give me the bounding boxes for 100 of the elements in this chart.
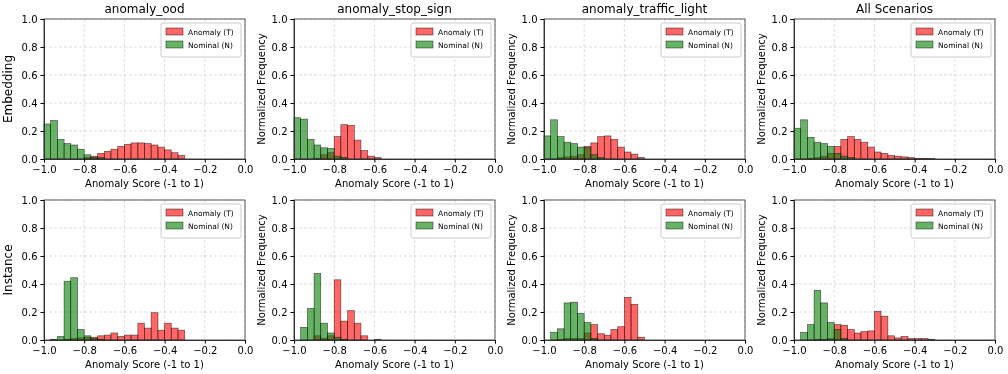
x-tick-label: 0.0 xyxy=(237,344,254,356)
x-tick-label: −0.6 xyxy=(112,344,138,356)
x-tick-label: −0.6 xyxy=(612,344,638,356)
y-tick-label: 0.2 xyxy=(21,125,38,137)
y-tick-label: 0.2 xyxy=(771,306,788,318)
x-tick-label: −1.0 xyxy=(532,344,557,356)
x-tick-label: 0.0 xyxy=(487,163,504,175)
y-tick-label: 0.0 xyxy=(771,334,788,346)
x-tick-label: −0.4 xyxy=(402,163,428,175)
x-tick-label: −0.8 xyxy=(822,344,847,356)
x-tick-label: −0.2 xyxy=(443,344,468,356)
y-tick-label: 1.0 xyxy=(271,13,288,25)
y-tick-label: 0.6 xyxy=(271,69,288,81)
y-axis-title: Normalized Frequency xyxy=(256,214,267,326)
y-tick-label: 0.6 xyxy=(21,69,38,81)
y-axis-title: Embedding xyxy=(1,54,15,124)
x-tick-label: 0.0 xyxy=(737,163,754,175)
y-tick-label: 0.6 xyxy=(521,69,538,81)
y-tick-label: 0.0 xyxy=(521,334,538,346)
x-tick-label: −1.0 xyxy=(32,163,57,175)
x-tick-label: 0.0 xyxy=(987,163,1004,175)
x-axis-title: Anomaly Score (-1 to 1) xyxy=(335,178,454,189)
y-tick-label: 0.0 xyxy=(271,153,288,165)
y-tick-label: 0.4 xyxy=(271,97,288,109)
y-tick-label: 0.6 xyxy=(521,250,538,262)
y-tick-label: 0.8 xyxy=(771,41,788,53)
y-axis-title: Normalized Frequency xyxy=(756,214,767,326)
x-tick-label: 0.0 xyxy=(237,163,254,175)
y-tick-label: 0.2 xyxy=(521,306,538,318)
y-tick-label: 0.0 xyxy=(521,153,538,165)
x-axis-title: Anomaly Score (-1 to 1) xyxy=(85,178,204,189)
y-tick-label: 0.8 xyxy=(21,41,38,53)
x-axis-title: Anomaly Score (-1 to 1) xyxy=(335,359,454,370)
y-tick-label: 0.8 xyxy=(271,222,288,234)
x-tick-label: −0.4 xyxy=(652,163,678,175)
x-tick-label: −1.0 xyxy=(782,163,807,175)
y-tick-label: 0.4 xyxy=(771,97,788,109)
x-tick-label: 0.0 xyxy=(737,344,754,356)
x-tick-label: −0.4 xyxy=(402,344,428,356)
x-tick-label: −1.0 xyxy=(282,163,307,175)
x-tick-label: −0.8 xyxy=(572,163,597,175)
x-tick-label: −1.0 xyxy=(782,344,807,356)
x-axis-title: Anomaly Score (-1 to 1) xyxy=(85,359,204,370)
y-tick-label: 1.0 xyxy=(521,13,538,25)
x-tick-label: −0.8 xyxy=(572,344,597,356)
y-tick-label: 0.6 xyxy=(771,250,788,262)
x-axis-title: Anomaly Score (-1 to 1) xyxy=(585,359,704,370)
y-tick-label: 1.0 xyxy=(771,194,788,206)
x-tick-label: −0.2 xyxy=(193,344,218,356)
y-axis-title: Instance xyxy=(1,244,15,296)
x-tick-label: −0.6 xyxy=(862,163,888,175)
y-tick-label: 1.0 xyxy=(271,194,288,206)
y-tick-label: 0.6 xyxy=(271,250,288,262)
x-tick-label: −0.8 xyxy=(72,163,97,175)
x-tick-label: −0.2 xyxy=(943,163,968,175)
y-tick-label: 0.4 xyxy=(521,97,538,109)
x-axis-title: Anomaly Score (-1 to 1) xyxy=(835,178,954,189)
y-tick-label: 0.6 xyxy=(21,250,38,262)
x-tick-label: −0.8 xyxy=(822,163,847,175)
x-axis-title: Anomaly Score (-1 to 1) xyxy=(585,178,704,189)
y-tick-label: 0.2 xyxy=(771,125,788,137)
y-tick-label: 0.0 xyxy=(21,334,38,346)
x-tick-label: −0.8 xyxy=(72,344,97,356)
y-tick-label: 0.4 xyxy=(21,97,38,109)
x-tick-label: −0.2 xyxy=(693,163,718,175)
chart-title: All Scenarios xyxy=(855,2,934,16)
y-tick-label: 0.2 xyxy=(271,125,288,137)
y-tick-label: 0.4 xyxy=(21,278,38,290)
x-axis-title: Anomaly Score (-1 to 1) xyxy=(835,359,954,370)
y-tick-label: 0.4 xyxy=(271,278,288,290)
y-tick-label: 0.8 xyxy=(271,41,288,53)
y-tick-label: 0.4 xyxy=(521,278,538,290)
chart-title: anomaly_traffic_light xyxy=(581,2,708,16)
x-tick-label: −0.4 xyxy=(152,344,178,356)
y-tick-label: 1.0 xyxy=(21,13,38,25)
x-tick-label: 0.0 xyxy=(987,344,1004,356)
x-tick-label: −0.8 xyxy=(322,163,347,175)
y-axis-title: Normalized Frequency xyxy=(256,33,267,145)
x-tick-label: 0.0 xyxy=(487,344,504,356)
x-tick-label: −0.2 xyxy=(443,163,468,175)
x-tick-label: −0.4 xyxy=(152,163,178,175)
y-tick-label: 0.8 xyxy=(771,222,788,234)
y-tick-label: 0.2 xyxy=(521,125,538,137)
x-tick-label: −1.0 xyxy=(32,344,57,356)
y-tick-label: 0.2 xyxy=(271,306,288,318)
x-tick-label: −0.4 xyxy=(902,344,928,356)
chart-title: anomaly_stop_sign xyxy=(337,2,452,16)
x-tick-label: −0.4 xyxy=(902,163,928,175)
x-tick-label: −1.0 xyxy=(282,344,307,356)
y-tick-label: 1.0 xyxy=(21,194,38,206)
x-tick-label: −0.4 xyxy=(652,344,678,356)
chart-title: anomaly_ood xyxy=(104,2,185,16)
y-tick-label: 0.2 xyxy=(21,306,38,318)
x-tick-label: −0.6 xyxy=(362,163,388,175)
x-tick-label: −0.6 xyxy=(362,344,388,356)
x-tick-label: −0.6 xyxy=(612,163,638,175)
x-tick-label: −0.2 xyxy=(943,344,968,356)
y-tick-label: 0.0 xyxy=(271,334,288,346)
y-axis-title: Normalized Frequency xyxy=(506,214,517,326)
y-tick-label: 1.0 xyxy=(771,13,788,25)
